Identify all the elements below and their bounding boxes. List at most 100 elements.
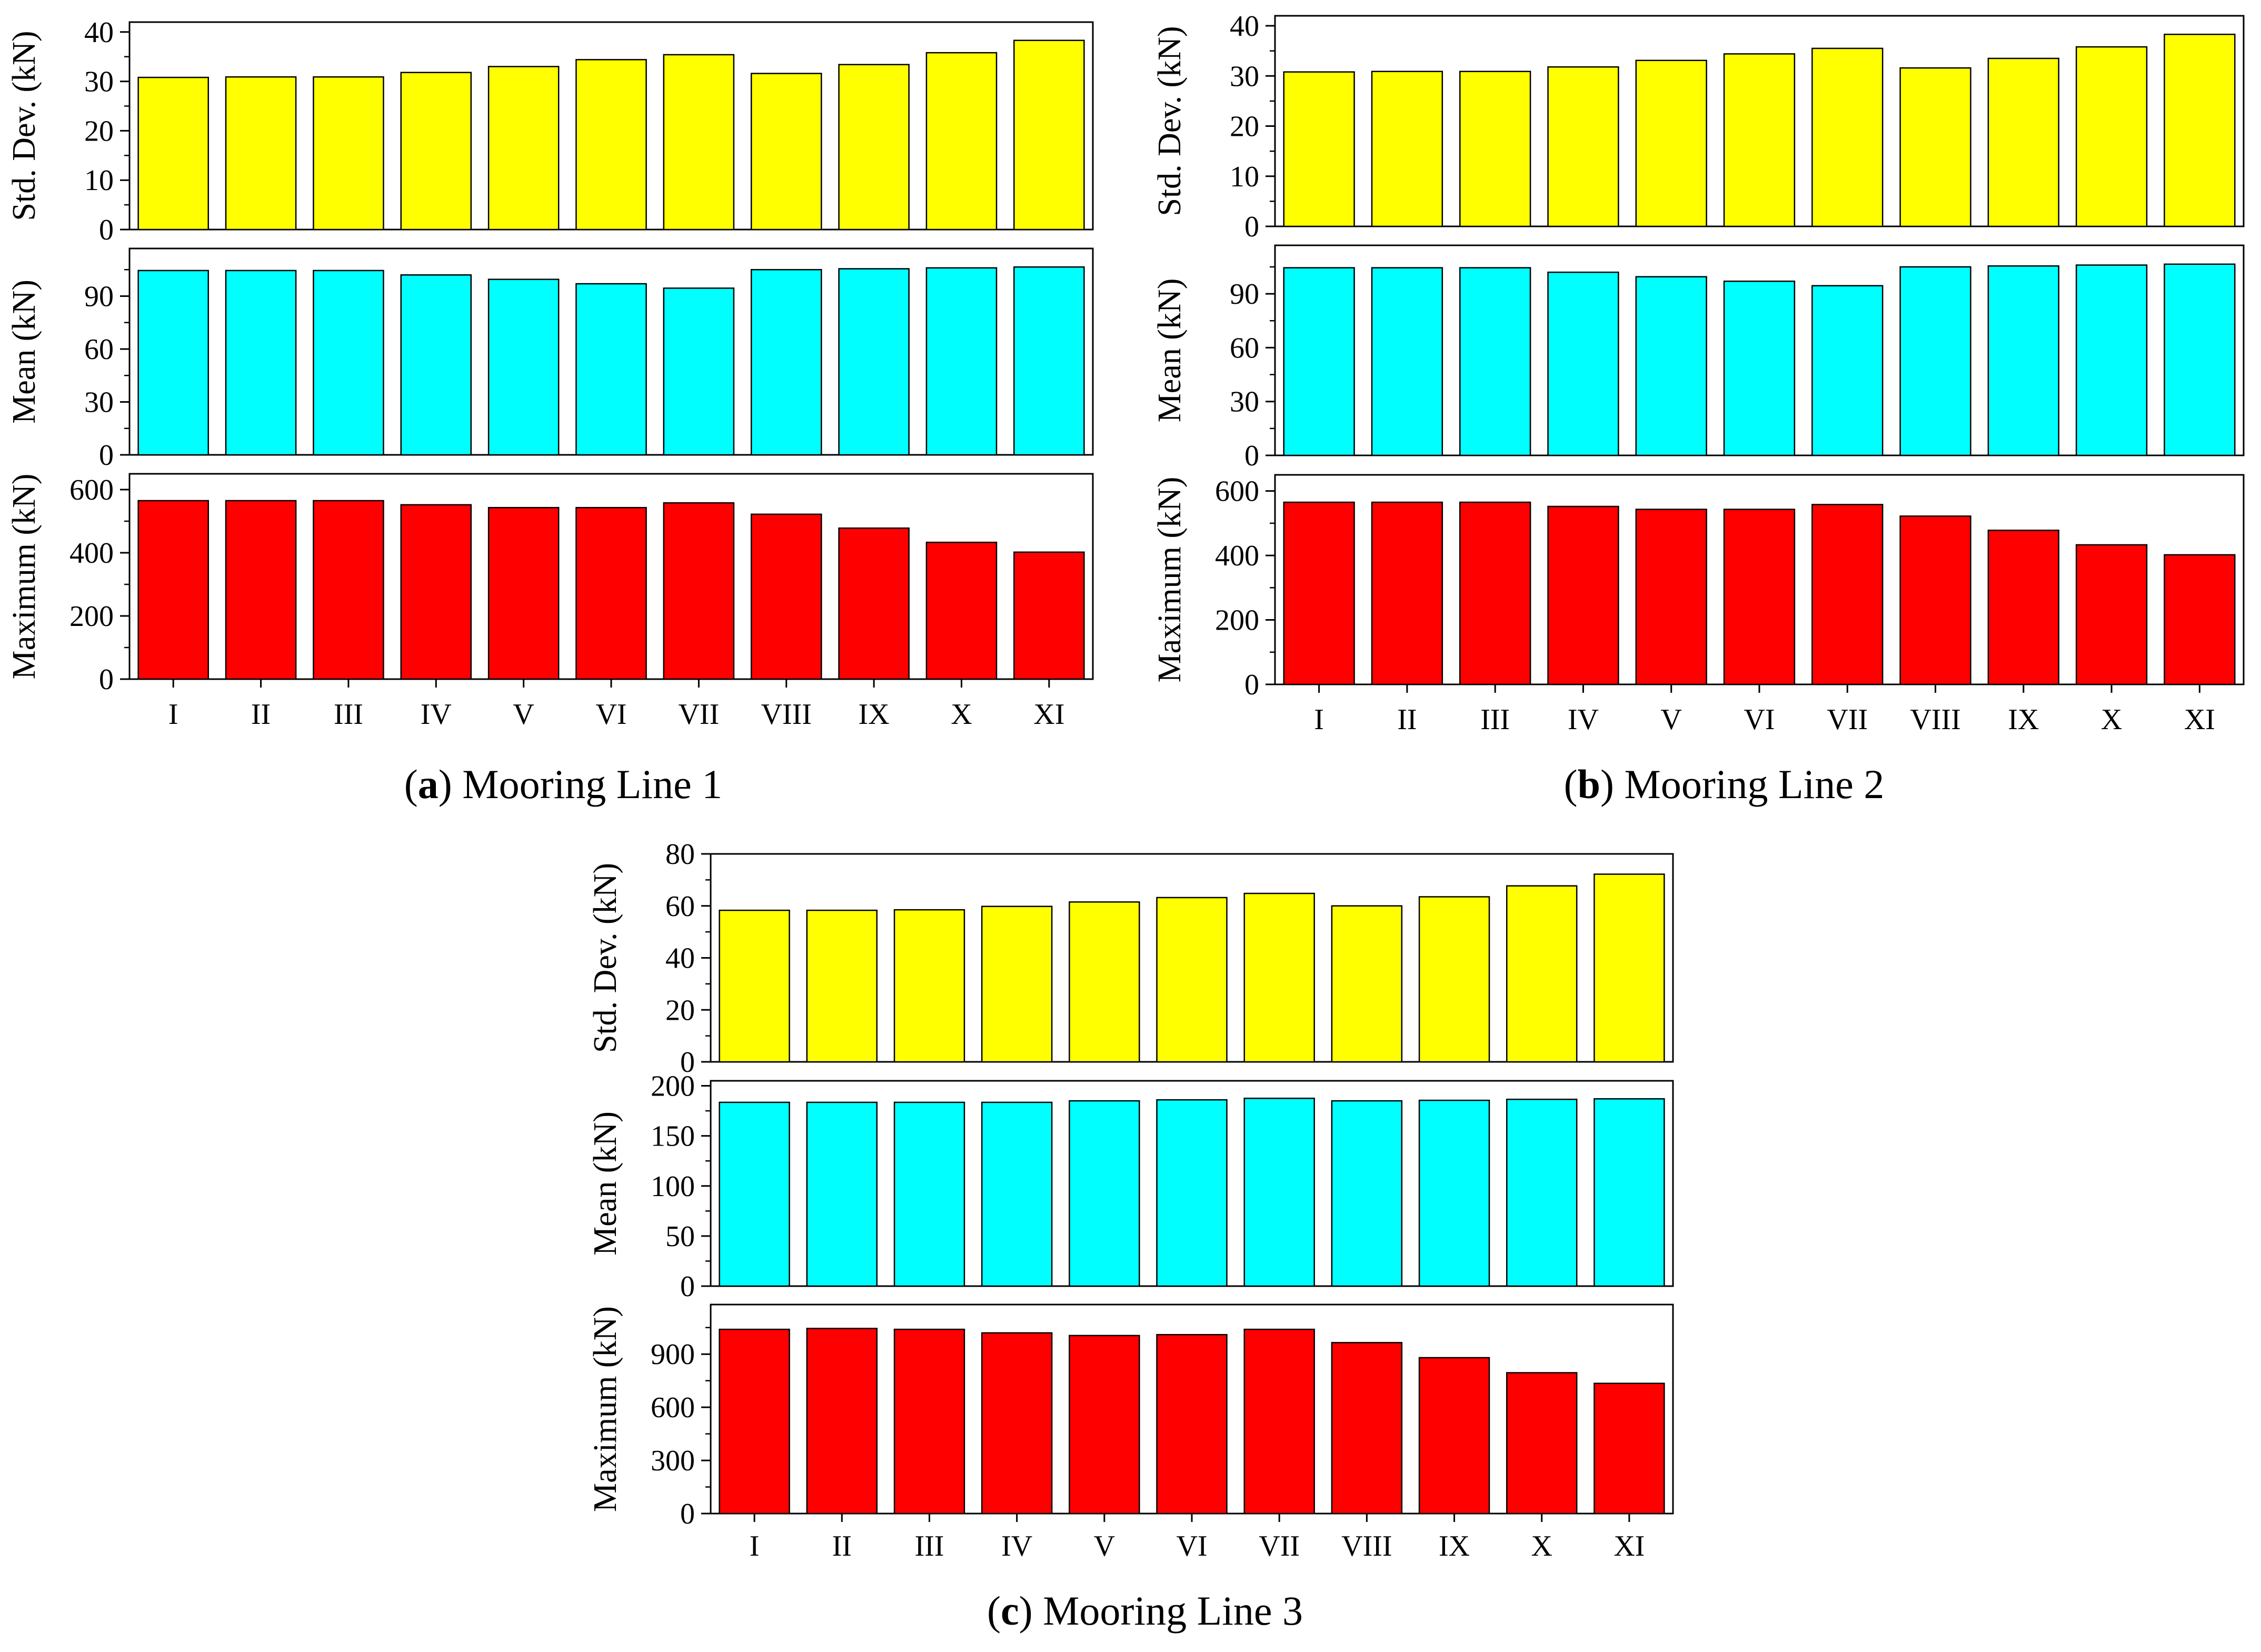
bar-maximum-I (719, 1328, 790, 1515)
x-tick-label: I (168, 698, 178, 731)
bar-mean-IX (1418, 1099, 1490, 1287)
bar-std-dev-VIII (1899, 67, 1971, 227)
bar-mean-VII (1243, 1098, 1315, 1287)
y-tick-label: 60 (665, 890, 695, 923)
bar-std-dev-IX (1418, 896, 1490, 1063)
y-tick-label: 40 (84, 16, 114, 49)
bar-maximum-I (1283, 501, 1355, 685)
bar-mean-VI (575, 283, 647, 456)
bar-std-dev-V (1635, 59, 1707, 227)
y-tick-label: 10 (1230, 161, 1259, 193)
bar-maximum-VII (663, 502, 735, 680)
bar-mean-IV (1547, 271, 1619, 456)
bar-maximum-III (893, 1328, 965, 1515)
bar-std-dev-II (1371, 71, 1443, 227)
x-tick-label: II (1397, 703, 1417, 736)
bar-maximum-X (925, 541, 998, 680)
x-tick-label: V (1661, 703, 1682, 736)
x-tick-label: VI (1176, 1530, 1207, 1563)
bar-std-dev-IV (981, 905, 1053, 1063)
bar-mean-II (806, 1101, 878, 1287)
bar-std-dev-II (806, 909, 878, 1063)
panel-std-dev: 0 10 20 30 40 Std. Dev. (kN) (6, 16, 1094, 246)
bar-std-dev-XI (1593, 873, 1665, 1063)
x-tick-label: VIII (1910, 703, 1960, 736)
bar-mean-III (313, 270, 384, 456)
bar-std-dev-XI (1013, 39, 1085, 231)
bar-maximum-XI (1593, 1382, 1665, 1515)
x-tick-label: XI (1033, 698, 1064, 731)
caption-a: (a) Mooring Line 1 (404, 761, 723, 807)
y-tick-label: 600 (69, 474, 114, 506)
bar-std-dev-IV (400, 72, 472, 231)
bar-std-dev-III (313, 76, 384, 231)
ylabel-mean: Mean (kN) (6, 280, 42, 424)
ylabel-mean: Mean (kN) (587, 1111, 623, 1256)
bar-maximum-II (1371, 501, 1443, 685)
x-tick-label: VI (1744, 703, 1775, 736)
bar-std-dev-XI (2164, 33, 2236, 227)
y-tick-label: 600 (1215, 475, 1259, 508)
ylabel-maximum: Maximum (kN) (1152, 477, 1188, 683)
x-tick-label: IX (1439, 1530, 1470, 1563)
bar-std-dev-I (719, 909, 790, 1063)
bar-maximum-VI (575, 506, 647, 680)
y-tick-label: 80 (665, 838, 695, 871)
bar-mean-V (1635, 276, 1707, 456)
y-tick-label: 50 (665, 1220, 695, 1253)
x-tick-label: I (750, 1530, 760, 1563)
bar-maximum-V (487, 506, 560, 680)
bar-maximum-VII (1811, 504, 1884, 685)
ylabel-maximum: Maximum (kN) (6, 474, 42, 680)
bar-mean-X (925, 267, 998, 456)
y-tick-label: 0 (99, 439, 114, 472)
bar-maximum-III (313, 500, 384, 680)
panel-mean: 0 30 60 90 Mean (kN) (6, 247, 1094, 472)
bar-mean-III (893, 1101, 965, 1287)
y-tick-label: 40 (1230, 10, 1259, 43)
bar-maximum-VIII (1331, 1342, 1403, 1515)
bar-mean-VII (663, 287, 735, 456)
bar-maximum-VIII (1899, 515, 1971, 685)
bar-maximum-XI (2164, 554, 2236, 685)
y-tick-label: 60 (1230, 332, 1259, 364)
y-tick-label: 30 (84, 386, 114, 419)
x-tick-label: III (1480, 703, 1510, 736)
ylabel-maximum: Maximum (kN) (587, 1306, 623, 1512)
chart-mooring-line-3: 0 20 40 60 80 Std. Dev. (kN) 0 50 100 150 200 Mean … (587, 838, 1674, 1563)
x-tick-label: V (1094, 1530, 1115, 1563)
bar-std-dev-X (925, 52, 998, 231)
x-tick-label: IX (859, 698, 890, 731)
bar-mean-I (1283, 267, 1355, 456)
bar-mean-X (1506, 1098, 1578, 1287)
y-tick-label: 900 (651, 1338, 695, 1371)
x-tick-label: II (251, 698, 271, 731)
x-tick-label: VII (1827, 703, 1868, 736)
y-tick-label: 0 (1244, 440, 1259, 472)
x-tick-label: IV (1001, 1530, 1032, 1563)
bar-maximum-IX (1987, 530, 2059, 685)
bar-maximum-VI (1156, 1333, 1228, 1515)
x-tick-label: VIII (1341, 1530, 1392, 1563)
bar-std-dev-III (1459, 71, 1531, 227)
bar-maximum-X (1506, 1372, 1578, 1515)
y-tick-label: 20 (1230, 111, 1259, 143)
y-tick-label: 30 (84, 66, 114, 98)
bar-maximum-VI (1723, 509, 1796, 685)
x-tick-label: VII (678, 698, 719, 731)
bar-maximum-II (806, 1328, 878, 1515)
bar-std-dev-III (893, 909, 965, 1063)
bar-mean-II (225, 270, 297, 456)
bar-maximum-V (1069, 1335, 1140, 1515)
bar-mean-II (1371, 267, 1443, 456)
caption-b-tag: b (1577, 761, 1600, 807)
bar-std-dev-VII (1811, 47, 1884, 227)
bar-std-dev-VIII (750, 73, 822, 231)
x-tick-label: X (951, 698, 972, 731)
x-tick-label: VI (595, 698, 626, 731)
ylabel-std-dev: Std. Dev. (kN) (6, 31, 42, 221)
caption-c-tag: c (1000, 1588, 1019, 1634)
bar-maximum-X (2075, 544, 2148, 685)
